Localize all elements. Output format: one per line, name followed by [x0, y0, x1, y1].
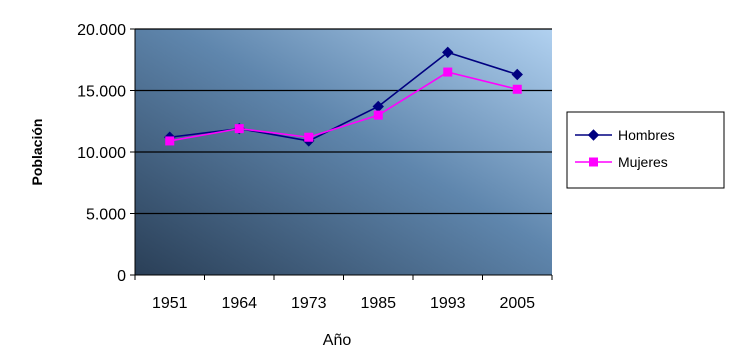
x-tick-label: 1985 — [360, 295, 396, 312]
legend-box — [566, 111, 725, 189]
y-tick-label: 15.000 — [77, 84, 126, 101]
legend-item: Mujeres — [575, 154, 668, 170]
legend-label: Hombres — [618, 127, 675, 143]
legend-label: Mujeres — [618, 154, 668, 170]
y-tick-label: 10.000 — [77, 145, 126, 162]
gridlines — [135, 28, 552, 215]
y-tick-label: 5.000 — [86, 207, 126, 224]
data-point — [443, 67, 453, 77]
y-tick-labels: 0 5.000 10.000 15.000 20.000 — [77, 22, 126, 285]
x-tick-label: 1993 — [430, 295, 466, 312]
legend: Hombres Mujeres — [566, 111, 725, 189]
data-point — [373, 110, 383, 120]
legend-items: Hombres Mujeres — [575, 127, 675, 170]
axes — [130, 28, 553, 280]
y-tick-label: 20.000 — [77, 22, 126, 39]
legend-item: Hombres — [575, 127, 675, 143]
x-tick-labels: 1951 1964 1973 1985 1993 2005 — [152, 295, 535, 312]
data-point — [234, 124, 244, 134]
y-tick-label: 0 — [117, 268, 126, 285]
data-point — [304, 132, 314, 142]
data-point — [442, 46, 454, 59]
data-point — [511, 68, 523, 81]
x-tick-label: 2005 — [499, 295, 535, 312]
x-axis-title: Año — [323, 332, 352, 349]
data-point — [512, 84, 522, 94]
legend-marker — [589, 157, 598, 167]
legend-marker — [587, 129, 600, 141]
x-tick-label: 1964 — [221, 295, 257, 312]
y-axis-title: Población — [29, 119, 45, 186]
x-tick-label: 1973 — [291, 295, 327, 312]
series-2 — [165, 67, 522, 146]
series-lines — [164, 46, 523, 147]
data-point — [165, 136, 175, 146]
series-line — [169, 71, 518, 142]
x-tick-label: 1951 — [152, 295, 188, 312]
